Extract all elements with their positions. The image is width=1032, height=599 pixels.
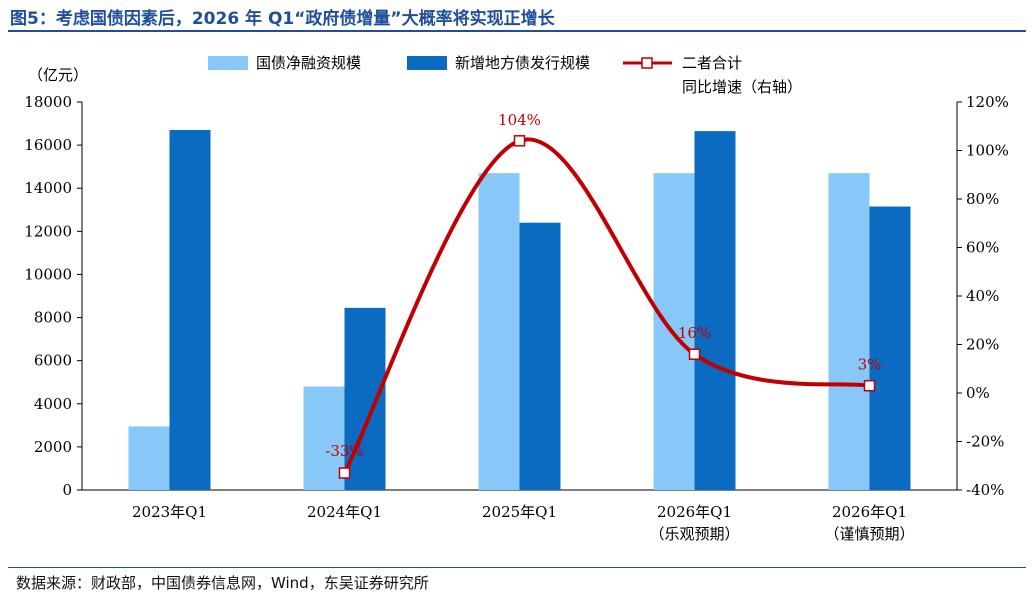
- legend-label-local-bond: 新增地方债发行规模: [455, 54, 590, 72]
- legend-label-growth: 二者合计: [682, 54, 742, 72]
- x-tick-label: 2026年Q1: [832, 503, 907, 521]
- legend-swatch-local-bond: [407, 56, 447, 70]
- left-tick-label: 16000: [24, 136, 72, 154]
- chart-axes: 0 2000 4000 6000 8000 10000 12000 14000 16000 180…: [24, 66, 1009, 543]
- left-tick-label: 2000: [34, 438, 72, 456]
- right-tick-label: 20%: [966, 336, 999, 354]
- right-tick-label: 40%: [966, 287, 999, 305]
- x-tick-label: 2026年Q1: [657, 503, 732, 521]
- title-rule: [8, 30, 1026, 32]
- source-rule: [8, 567, 1026, 568]
- left-tick-label: 4000: [34, 395, 72, 413]
- growth-rate-label: 104%: [498, 111, 541, 129]
- chart-bars: [128, 130, 911, 491]
- growth-rate-marker: [688, 348, 701, 360]
- x-tick-label: （谨慎预期）: [824, 525, 914, 543]
- bar-treasury-net-financing: [828, 173, 870, 490]
- bar-local-bond-issuance: [869, 206, 911, 491]
- right-tick-label: 0%: [966, 384, 990, 402]
- bar-treasury-net-financing: [303, 386, 345, 490]
- right-tick-label: 100%: [966, 142, 1009, 160]
- bar-treasury-net-financing: [128, 426, 170, 490]
- x-tick-label: （乐观预期）: [649, 525, 739, 543]
- x-tick-label: 2023年Q1: [132, 503, 207, 521]
- growth-rate-marker: [513, 135, 526, 147]
- left-tick-label: 8000: [34, 309, 72, 327]
- legend-label-growth: 同比增速（右轴）: [682, 78, 802, 96]
- legend-swatch-treasury: [208, 56, 248, 70]
- right-tick-label: 120%: [966, 93, 1009, 111]
- left-tick-label: 10000: [24, 265, 72, 283]
- legend-label-treasury: 国债净融资规模: [256, 54, 361, 72]
- left-tick-label: 12000: [24, 222, 72, 240]
- growth-rate-marker: [863, 379, 876, 392]
- chart: 0 2000 4000 6000 8000 10000 12000 14000 16000 180…: [24, 54, 1009, 543]
- legend-swatch-growth-marker: [641, 57, 653, 69]
- left-tick-label: 0: [62, 481, 72, 499]
- x-tick-label: 2025年Q1: [482, 503, 557, 521]
- right-tick-label: 80%: [966, 190, 999, 208]
- bar-treasury-net-financing: [478, 173, 520, 490]
- bar-local-bond-issuance: [519, 222, 561, 490]
- bar-local-bond-issuance: [694, 131, 736, 490]
- left-tick-label: 18000: [24, 93, 72, 111]
- x-tick-label: 2024年Q1: [307, 503, 382, 521]
- bar-local-bond-issuance: [169, 130, 211, 490]
- figure-title: 图5：考虑国债因素后，2026 年 Q1“政府债增量”大概率将实现正增长: [10, 9, 555, 29]
- growth-rate-marker: [338, 467, 351, 479]
- right-tick-label: -20%: [966, 433, 1004, 451]
- growth-rate-label: -33%: [325, 442, 363, 460]
- figure-source: 数据来源：财政部，中国债券信息网，Wind，东吴证券研究所: [16, 574, 429, 592]
- chart-line: -33% 104% 16% 3%: [325, 111, 882, 479]
- left-tick-label: 6000: [34, 352, 72, 370]
- left-tick-label: 14000: [24, 179, 72, 197]
- growth-rate-line: [342, 137, 870, 474]
- right-tick-label: 60%: [966, 239, 999, 257]
- y-axis-label: （亿元）: [28, 66, 88, 84]
- right-tick-label: -40%: [966, 481, 1004, 499]
- growth-rate-label: 16%: [678, 324, 711, 342]
- growth-rate-label: 3%: [858, 356, 882, 374]
